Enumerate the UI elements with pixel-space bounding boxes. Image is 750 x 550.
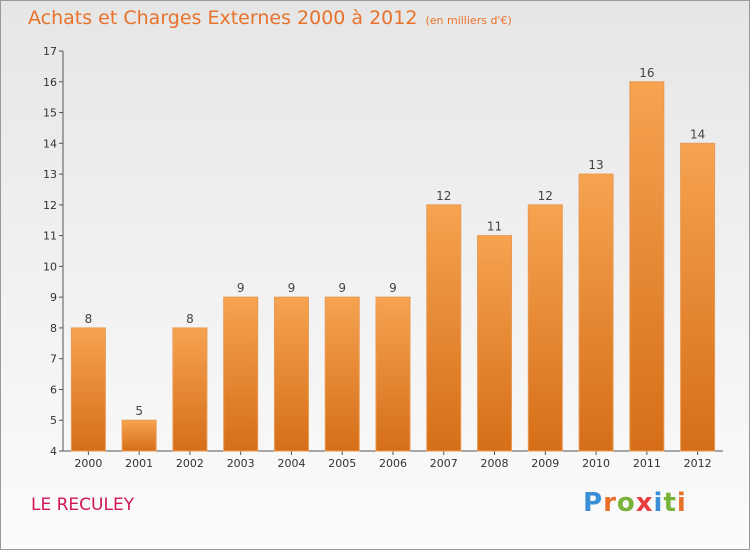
data-label: 14: [690, 127, 705, 141]
x-tick-label: 2012: [684, 457, 712, 470]
bar: [121, 419, 157, 452]
x-tick-label: 2000: [74, 457, 102, 470]
data-label: 9: [389, 281, 397, 295]
x-tick-label: 2005: [328, 457, 356, 470]
bar: [70, 327, 106, 452]
proxiti-logo: Proxiti: [583, 488, 687, 518]
bar: [426, 204, 462, 452]
x-tick-label: 2010: [582, 457, 610, 470]
data-label: 9: [338, 281, 346, 295]
bar: [680, 142, 716, 452]
x-tick-label: 2001: [125, 457, 153, 470]
bar: [172, 327, 208, 452]
y-tick-label: 13: [43, 168, 57, 181]
y-tick-label: 12: [43, 199, 57, 212]
commune-name: LE RECULEY: [31, 495, 135, 515]
data-label: 12: [538, 189, 553, 203]
data-label: 11: [487, 220, 502, 234]
y-tick-label: 9: [50, 291, 57, 304]
data-label: 5: [135, 404, 143, 418]
x-tick-label: 2006: [379, 457, 407, 470]
y-tick-label: 16: [43, 76, 57, 89]
data-label: 13: [588, 158, 603, 172]
chart-bars: [70, 81, 716, 452]
y-tick-label: 17: [43, 45, 57, 58]
y-tick-label: 7: [50, 353, 57, 366]
x-tick-label: 2003: [227, 457, 255, 470]
x-tick-label: 2009: [531, 457, 559, 470]
y-tick-label: 10: [43, 260, 57, 273]
y-tick-label: 11: [43, 230, 57, 243]
chart-labels: 2000 8 2001 5 2002 8 2003 9 2004 9 2005 9 2006 9 2007 1…: [74, 66, 711, 470]
bar: [223, 296, 259, 452]
data-label: 8: [186, 312, 194, 326]
chart-title: Achats et Charges Externes 2000 à 2012 (e…: [28, 7, 512, 29]
bar: [578, 173, 614, 452]
y-tick-label: 6: [50, 383, 57, 396]
x-tick-label: 2004: [277, 457, 305, 470]
y-tick-label: 5: [50, 414, 57, 427]
y-tick-label: 8: [50, 322, 57, 335]
x-tick-label: 2007: [430, 457, 458, 470]
bar: [477, 235, 513, 452]
bar: [527, 204, 563, 452]
y-tick-label: 4: [50, 445, 57, 458]
data-label: 12: [436, 189, 451, 203]
bar: [629, 81, 665, 452]
y-tick-label: 15: [43, 107, 57, 120]
data-label: 9: [237, 281, 245, 295]
bar: [324, 296, 360, 452]
y-tick-label: 14: [43, 137, 57, 150]
chart-title-unit: (en milliers d'€): [425, 14, 512, 27]
bar: [375, 296, 411, 452]
bar: [273, 296, 309, 452]
chart-title-main: Achats et Charges Externes 2000 à 2012: [28, 7, 418, 29]
x-tick-label: 2002: [176, 457, 204, 470]
data-label: 9: [288, 281, 296, 295]
x-tick-label: 2011: [633, 457, 661, 470]
data-label: 8: [85, 312, 93, 326]
x-tick-label: 2008: [481, 457, 509, 470]
data-label: 16: [639, 66, 654, 80]
